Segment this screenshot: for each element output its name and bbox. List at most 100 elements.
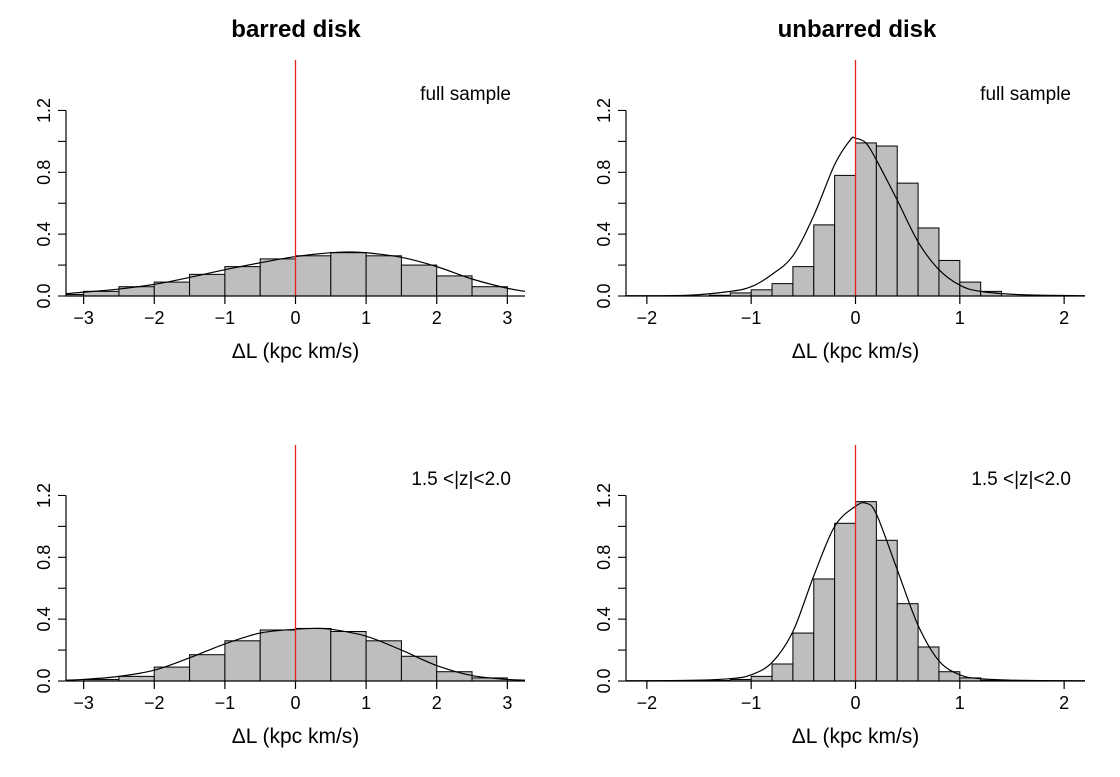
panel-annotation: full sample [980,84,1071,105]
x-tick-label: 2 [432,693,442,713]
histogram-bar [118,675,155,682]
histogram-bar [875,145,898,297]
histogram-bar [471,286,508,297]
histogram-bar [400,264,438,297]
x-tick-label: 1 [955,308,965,328]
histogram-bar [400,655,438,682]
y-tick-label: 0.8 [594,160,614,185]
y-tick-label: 0.0 [594,283,614,308]
x-axis-label: ΔL (kpc km/s) [232,725,360,748]
histogram-bar [771,663,794,682]
x-tick-label: −2 [637,693,658,713]
x-tick-label: 3 [502,308,512,328]
y-tick-label: 0.4 [594,222,614,247]
histogram-bar [436,275,473,297]
histogram-bar [153,281,191,297]
y-tick-label: 0.0 [34,668,54,693]
density-curve [65,251,526,295]
density-curve [65,627,526,681]
histogram-bar [792,632,815,682]
x-tick-label: −1 [741,693,762,713]
histogram-bar [896,182,919,297]
histogram-bar [896,603,919,682]
x-tick-label: 1 [955,693,965,713]
x-tick-label: −1 [741,308,762,328]
x-tick-label: −1 [215,308,236,328]
y-tick-label: 0.8 [34,160,54,185]
histogram-bar [792,266,815,297]
x-tick-label: 0 [290,308,300,328]
histogram-bars [708,142,1003,297]
histogram-bar [771,283,794,297]
y-tick-label: 1.2 [34,98,54,123]
histogram-bar [750,289,773,297]
y-tick-label: 0.4 [34,607,54,632]
histogram-bar [917,646,940,682]
x-tick-label: 2 [1059,693,1069,713]
y-tick-label: 0.8 [594,545,614,570]
histogram-bar [365,640,402,682]
histogram-bar [224,640,261,682]
barred-disk-title: barred disk [231,16,361,43]
histogram-bar [365,255,402,297]
panel-annotation: 1.5 <|z|<2.0 [411,469,511,490]
histogram-bar [834,522,856,682]
histogram-barred-z-slice: −3 −2 −1 0 1 2 3 0.0 0.4 0.8 1.2 ΔL (kpc km/s) 1.5 <… [34,445,526,748]
histogram-bars [65,252,508,297]
x-tick-label: 2 [1059,308,1069,328]
x-axis-ticks: −3 −2 −1 0 1 2 3 [73,296,512,328]
histogram-bar [436,671,473,682]
panel-annotation: 1.5 <|z|<2.0 [971,469,1071,490]
y-axis-ticks: 0.0 0.4 0.8 1.2 [34,483,66,694]
histogram-bar [330,252,367,297]
x-tick-label: 0 [850,308,860,328]
histogram-bar [330,631,367,682]
y-tick-label: 1.2 [594,98,614,123]
histogram-bar [813,578,836,682]
x-axis-ticks: −3 −2 −1 0 1 2 3 [73,681,512,713]
y-tick-label: 1.2 [34,483,54,508]
histogram-bar [917,227,940,297]
x-tick-label: 1 [361,693,371,713]
density-curve [625,501,1086,682]
x-tick-label: −2 [144,693,165,713]
unbarred-disk-title: unbarred disk [777,16,937,43]
histogram-bar [834,174,856,297]
histogram-bar [855,142,877,297]
y-tick-label: 1.2 [594,483,614,508]
y-axis-ticks: 0.0 0.4 0.8 1.2 [594,98,626,309]
x-tick-label: −3 [73,308,94,328]
histogram-bar [295,255,332,297]
histogram-bar [224,266,261,297]
histogram-bar [855,501,877,682]
histogram-bar [259,258,297,297]
x-axis-label: ΔL (kpc km/s) [792,725,920,748]
histogram-bar [189,654,226,682]
histogram-unbarred-z-slice: −2 −1 0 1 2 0.0 0.4 0.8 1.2 ΔL (kpc km/s) 1.5 <|z|… [594,445,1086,748]
histogram-unbarred-full-sample: −2 −1 0 1 2 0.0 0.4 0.8 1.2 ΔL (kpc km/s) full sam… [594,60,1086,363]
x-tick-label: −2 [637,308,658,328]
x-tick-label: 0 [290,693,300,713]
x-tick-label: −2 [144,308,165,328]
x-tick-label: 0 [850,693,860,713]
histogram-bars [708,501,1003,682]
y-tick-label: 0.0 [34,283,54,308]
x-axis-label: ΔL (kpc km/s) [792,340,920,363]
y-tick-label: 0.8 [34,545,54,570]
y-tick-label: 0.4 [594,607,614,632]
x-axis-label: ΔL (kpc km/s) [232,340,360,363]
y-tick-label: 0.4 [34,222,54,247]
x-axis-ticks: −2 −1 0 1 2 [637,296,1069,328]
x-tick-label: 1 [361,308,371,328]
x-axis-ticks: −2 −1 0 1 2 [637,681,1069,713]
histogram-bar [813,224,836,297]
histogram-bar [750,675,773,682]
x-tick-label: 3 [502,693,512,713]
y-tick-label: 0.0 [594,668,614,693]
panel-annotation: full sample [420,84,511,105]
histogram-bar [259,629,297,682]
histogram-bar [295,627,332,682]
x-tick-label: −3 [73,693,94,713]
histogram-barred-full-sample: −3 −2 −1 0 1 2 3 0.0 0.4 0.8 1.2 ΔL (kpc km/s) full … [34,60,526,363]
x-tick-label: −1 [215,693,236,713]
